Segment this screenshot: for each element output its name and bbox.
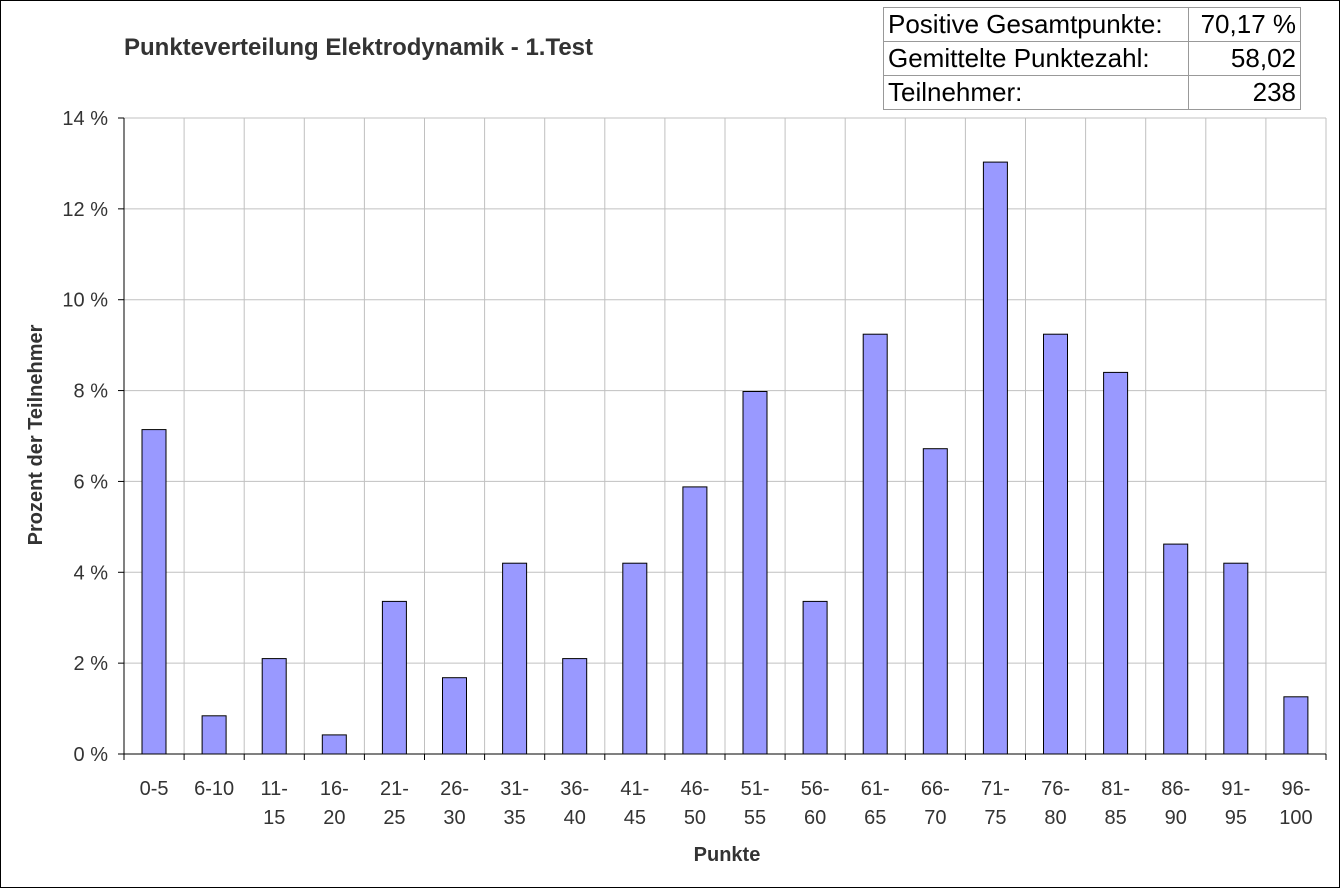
x-tick-label: 56-60 bbox=[801, 778, 830, 829]
bar bbox=[742, 391, 768, 755]
bar bbox=[682, 486, 708, 755]
x-tick-label: 11-15 bbox=[261, 778, 288, 829]
bar bbox=[922, 448, 948, 755]
y-tick-label: 12 % bbox=[62, 199, 108, 221]
x-axis-title: Punkte bbox=[694, 844, 761, 866]
y-axis-title: Prozent der Teilnehmer bbox=[25, 324, 47, 545]
bar bbox=[1103, 371, 1129, 755]
y-tick-label: 6 % bbox=[74, 471, 109, 493]
y-tick-label: 8 % bbox=[74, 381, 109, 403]
bar bbox=[381, 600, 407, 755]
x-tick-label: 91-95 bbox=[1221, 778, 1250, 829]
y-tick-label: 4 % bbox=[74, 562, 109, 584]
x-tick-label: 6-10 bbox=[194, 778, 234, 800]
x-tick-label: 21-25 bbox=[380, 778, 409, 829]
x-tick-label: 81-85 bbox=[1101, 778, 1130, 829]
stats-label: Gemittelte Punktezahl: bbox=[883, 41, 1189, 76]
x-tick-label: 71-75 bbox=[981, 778, 1010, 829]
x-tick-label: 31-35 bbox=[500, 778, 529, 829]
stats-row-total: Positive Gesamtpunkte: 70,17 % bbox=[883, 7, 1301, 42]
x-tick-label: 0-5 bbox=[140, 778, 169, 800]
stats-value: 70,17 % bbox=[1188, 7, 1301, 42]
x-tick-label: 26-30 bbox=[440, 778, 469, 829]
bar bbox=[1043, 333, 1068, 755]
bar bbox=[982, 161, 1008, 755]
x-tick-label: 86-90 bbox=[1161, 778, 1190, 829]
x-tick-label: 51-55 bbox=[741, 778, 770, 829]
x-tick-label: 46-50 bbox=[680, 778, 709, 829]
bar bbox=[562, 658, 588, 755]
stats-row-mean: Gemittelte Punktezahl: 58,02 bbox=[883, 41, 1301, 76]
stats-label: Positive Gesamtpunkte: bbox=[883, 7, 1189, 42]
y-tick-label: 14 % bbox=[62, 108, 108, 130]
stats-value: 238 bbox=[1188, 75, 1301, 110]
bar bbox=[1223, 562, 1249, 755]
bar bbox=[1283, 696, 1309, 755]
stats-row-participants: Teilnehmer: 238 bbox=[883, 75, 1301, 110]
bar bbox=[502, 562, 528, 755]
stats-table: Positive Gesamtpunkte: 70,17 % Gemittelt… bbox=[883, 7, 1301, 110]
bar bbox=[321, 734, 347, 755]
bar bbox=[442, 677, 467, 755]
y-tick-label: 10 % bbox=[62, 290, 108, 312]
x-tick-label: 61-65 bbox=[861, 778, 890, 829]
x-tick-label: 36-40 bbox=[560, 778, 589, 829]
chart-title: Punkteverteilung Elektrodynamik - 1.Test bbox=[124, 34, 594, 61]
y-tick-label: 0 % bbox=[74, 744, 109, 766]
bar bbox=[802, 600, 828, 755]
x-tick-label: 96-100 bbox=[1279, 778, 1312, 829]
y-tick-label: 2 % bbox=[74, 653, 109, 675]
x-tick-label: 76-80 bbox=[1041, 778, 1070, 829]
bar bbox=[622, 562, 648, 755]
stats-value: 58,02 bbox=[1188, 41, 1301, 76]
x-tick-label: 41-45 bbox=[620, 778, 649, 829]
x-tick-label: 16-20 bbox=[320, 778, 349, 829]
bar bbox=[1163, 543, 1189, 755]
stats-label: Teilnehmer: bbox=[883, 75, 1189, 110]
bar bbox=[201, 715, 227, 755]
bar bbox=[261, 658, 287, 755]
x-tick-label: 66-70 bbox=[921, 778, 950, 829]
bar bbox=[141, 429, 167, 755]
bar bbox=[862, 333, 888, 755]
